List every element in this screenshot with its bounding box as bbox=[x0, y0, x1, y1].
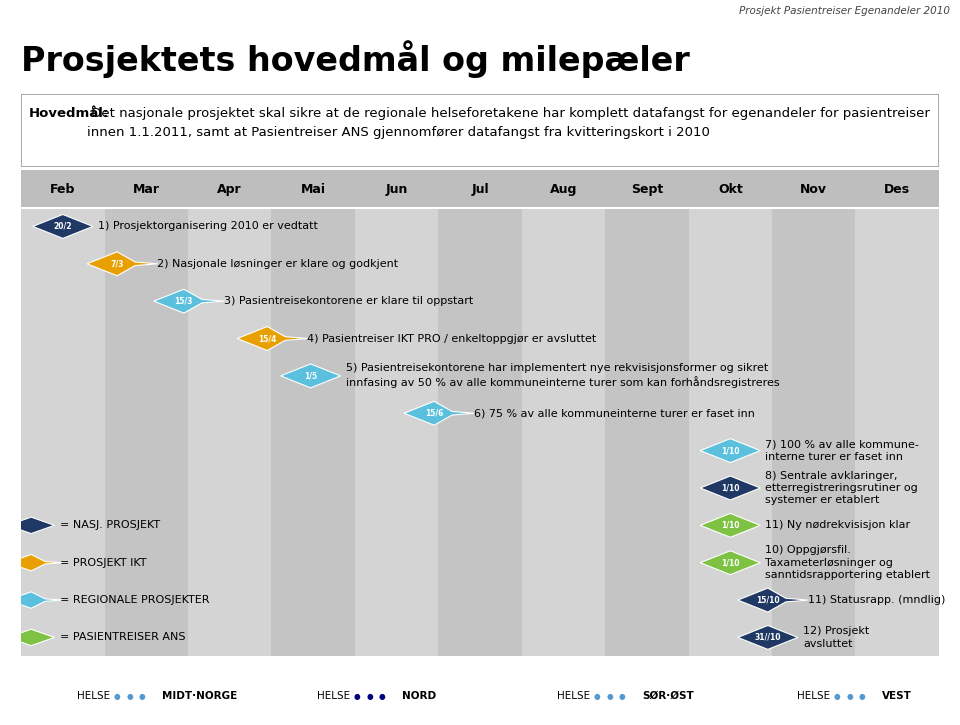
Polygon shape bbox=[700, 513, 760, 537]
Text: 15/6: 15/6 bbox=[425, 409, 444, 418]
Text: Nov: Nov bbox=[801, 183, 828, 196]
Text: Det nasjonale prosjektet skal sikre at de regionale helseforetakene har komplett: Det nasjonale prosjektet skal sikre at d… bbox=[87, 107, 930, 138]
Text: Sept: Sept bbox=[631, 183, 663, 196]
Text: 2) Nasjonale løsninger er klare og godkjent: 2) Nasjonale løsninger er klare og godkj… bbox=[157, 259, 398, 269]
Text: ●: ● bbox=[619, 692, 625, 700]
Text: 15/3: 15/3 bbox=[175, 297, 193, 306]
Text: Feb: Feb bbox=[50, 183, 76, 196]
Text: 1/10: 1/10 bbox=[721, 446, 739, 455]
Text: 1/10: 1/10 bbox=[721, 521, 739, 530]
Text: 1/5: 1/5 bbox=[304, 371, 317, 381]
Text: ●: ● bbox=[139, 692, 145, 700]
Text: Prosjekt Pasientreiser Egenandeler 2010: Prosjekt Pasientreiser Egenandeler 2010 bbox=[739, 6, 950, 16]
Text: = NASJ. PROSJEKT: = NASJ. PROSJEKT bbox=[60, 521, 160, 531]
Text: 31//10: 31//10 bbox=[755, 633, 781, 642]
Polygon shape bbox=[280, 364, 341, 388]
Polygon shape bbox=[154, 289, 225, 313]
Text: 7) 100 % av alle kommune-
interne turer er faset inn: 7) 100 % av alle kommune- interne turer … bbox=[765, 439, 920, 462]
Text: Okt: Okt bbox=[718, 183, 743, 196]
Text: Mai: Mai bbox=[300, 183, 325, 196]
Text: 15/10: 15/10 bbox=[756, 595, 780, 605]
Text: ●: ● bbox=[379, 692, 385, 700]
Bar bbox=[605, 170, 688, 656]
Polygon shape bbox=[738, 626, 798, 650]
Text: 11) Ny nødrekvisisjon klar: 11) Ny nødrekvisisjon klar bbox=[765, 521, 910, 531]
Text: 6) 75 % av alle kommuneinterne turer er faset inn: 6) 75 % av alle kommuneinterne turer er … bbox=[474, 408, 755, 418]
Text: MIDT·NORGE: MIDT·NORGE bbox=[162, 691, 237, 701]
Bar bbox=[521, 170, 605, 656]
Text: HELSE: HELSE bbox=[797, 691, 830, 701]
Text: ●: ● bbox=[114, 692, 120, 700]
Text: 15/4: 15/4 bbox=[258, 334, 276, 343]
Text: 7/3: 7/3 bbox=[110, 260, 124, 268]
Text: HELSE: HELSE bbox=[77, 691, 110, 701]
Bar bbox=[188, 170, 272, 656]
Text: = PASIENTREISER ANS: = PASIENTREISER ANS bbox=[60, 632, 186, 642]
Polygon shape bbox=[8, 629, 55, 646]
Polygon shape bbox=[700, 551, 760, 575]
Text: 1/10: 1/10 bbox=[721, 484, 739, 492]
FancyBboxPatch shape bbox=[21, 94, 939, 167]
Text: 3) Pasientreisekontorene er klare til oppstart: 3) Pasientreisekontorene er klare til op… bbox=[224, 296, 473, 306]
Text: 8) Sentrale avklaringer,
etterregistreringsrutiner og
systemer er etablert: 8) Sentrale avklaringer, etterregistreri… bbox=[765, 471, 918, 505]
Text: HELSE: HELSE bbox=[557, 691, 590, 701]
Polygon shape bbox=[700, 476, 760, 500]
Text: HELSE: HELSE bbox=[317, 691, 350, 701]
Text: Prosjektets hovedmål og milepæler: Prosjektets hovedmål og milepæler bbox=[21, 40, 690, 78]
Text: ●: ● bbox=[594, 692, 600, 700]
Text: ●: ● bbox=[847, 692, 852, 700]
Polygon shape bbox=[237, 326, 308, 350]
Text: Jul: Jul bbox=[471, 183, 489, 196]
Polygon shape bbox=[700, 439, 760, 463]
Text: 20/2: 20/2 bbox=[54, 222, 72, 231]
Polygon shape bbox=[8, 517, 55, 534]
Polygon shape bbox=[8, 555, 62, 571]
Text: ●: ● bbox=[607, 692, 612, 700]
Text: Aug: Aug bbox=[550, 183, 577, 196]
Text: SØR·ØST: SØR·ØST bbox=[642, 691, 694, 701]
Bar bbox=[772, 170, 855, 656]
Text: Mar: Mar bbox=[132, 183, 159, 196]
Text: 1/10: 1/10 bbox=[721, 558, 739, 567]
Text: ●: ● bbox=[834, 692, 840, 700]
Text: ●: ● bbox=[127, 692, 132, 700]
Text: 10) Oppgjørsfil.
Taxameterløsninger og
sanntidsrapportering etablert: 10) Oppgjørsfil. Taxameterløsninger og s… bbox=[765, 545, 930, 580]
Bar bbox=[355, 170, 439, 656]
Text: 12) Prosjekt
avsluttet: 12) Prosjekt avsluttet bbox=[803, 626, 869, 649]
Text: 5) Pasientreisekontorene har implementert nye rekvisisjonsformer og sikret
innfa: 5) Pasientreisekontorene har implementer… bbox=[346, 363, 780, 389]
Text: 4) Pasientreiser IKT PRO / enkeltoppgjør er avsluttet: 4) Pasientreiser IKT PRO / enkeltoppgjør… bbox=[307, 334, 596, 344]
Text: NORD: NORD bbox=[402, 691, 437, 701]
Text: Jun: Jun bbox=[385, 183, 408, 196]
Polygon shape bbox=[33, 215, 93, 239]
Text: 1) Prosjektorganisering 2010 er vedtatt: 1) Prosjektorganisering 2010 er vedtatt bbox=[98, 221, 318, 231]
Polygon shape bbox=[738, 588, 808, 612]
Text: Hovedmål:: Hovedmål: bbox=[29, 107, 108, 120]
Bar bbox=[688, 170, 772, 656]
Bar bbox=[105, 170, 188, 656]
Bar bbox=[439, 170, 521, 656]
Text: Apr: Apr bbox=[217, 183, 242, 196]
Text: 11) Statusrapp. (mndlig): 11) Statusrapp. (mndlig) bbox=[808, 595, 946, 605]
Polygon shape bbox=[8, 592, 62, 608]
Text: = REGIONALE PROSJEKTER: = REGIONALE PROSJEKTER bbox=[60, 595, 210, 605]
Text: VEST: VEST bbox=[882, 691, 912, 701]
Bar bbox=[21, 170, 939, 208]
Text: ●: ● bbox=[367, 692, 372, 700]
Text: = PROSJEKT IKT: = PROSJEKT IKT bbox=[60, 558, 147, 568]
Text: ●: ● bbox=[354, 692, 360, 700]
Polygon shape bbox=[404, 402, 474, 425]
Text: ●: ● bbox=[859, 692, 865, 700]
Bar bbox=[21, 170, 105, 656]
Bar bbox=[272, 170, 355, 656]
Text: Des: Des bbox=[884, 183, 910, 196]
Bar bbox=[855, 170, 939, 656]
Polygon shape bbox=[87, 252, 157, 276]
